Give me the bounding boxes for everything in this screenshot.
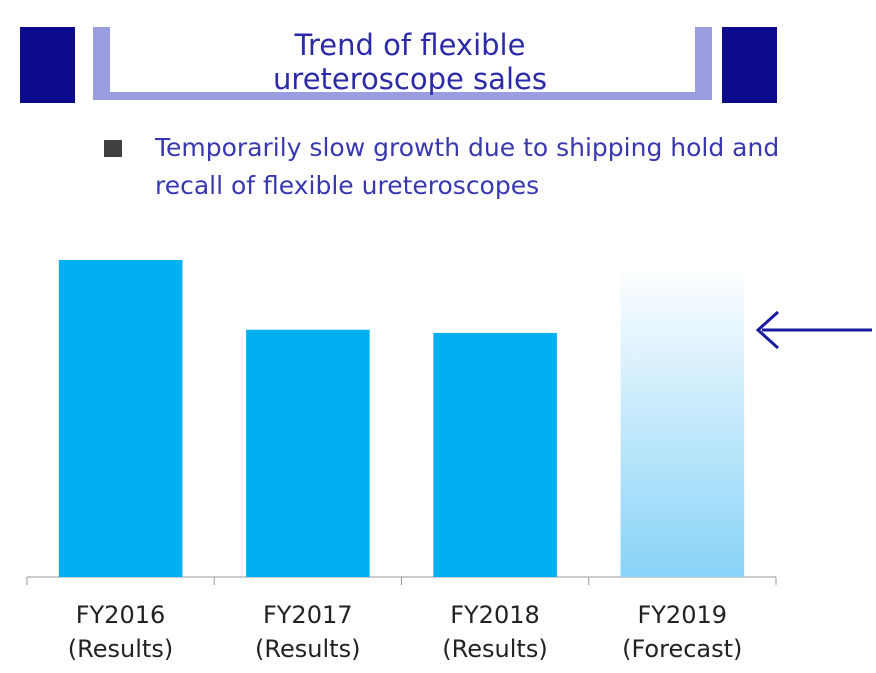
header-block	[722, 27, 777, 103]
header-frame	[93, 92, 712, 100]
x-tick-label: FY2019 (Forecast)	[622, 601, 743, 663]
arrow-head	[755, 310, 780, 350]
x-tick-label: FY2017 (Results)	[255, 601, 361, 663]
header-frame	[93, 27, 110, 100]
x-tick-label: FY2018 (Results)	[442, 601, 548, 663]
header-block	[20, 27, 75, 103]
x-tick-label: FY2016 (Results)	[67, 601, 174, 663]
bar	[58, 260, 183, 577]
bar	[433, 332, 557, 577]
header-frame	[695, 27, 712, 100]
bar	[620, 266, 745, 577]
bar	[246, 329, 370, 577]
bullet-marker	[104, 140, 122, 157]
title: Trend of flexible ureteroscope sales	[273, 28, 547, 96]
bullet-text: Temporarily slow growth due to shipping …	[155, 133, 780, 200]
